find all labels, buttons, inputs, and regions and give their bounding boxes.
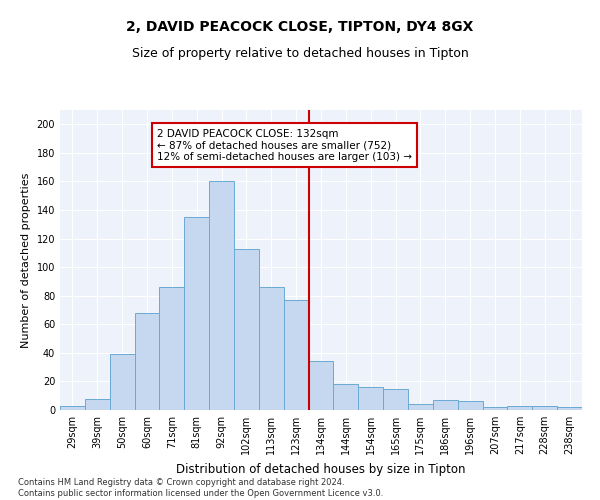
Bar xyxy=(433,400,458,410)
Bar xyxy=(532,406,557,410)
Bar xyxy=(334,384,358,410)
Y-axis label: Number of detached properties: Number of detached properties xyxy=(21,172,31,348)
Bar xyxy=(408,404,433,410)
Bar xyxy=(284,300,308,410)
Text: Size of property relative to detached houses in Tipton: Size of property relative to detached ho… xyxy=(131,48,469,60)
Text: 2, DAVID PEACOCK CLOSE, TIPTON, DY4 8GX: 2, DAVID PEACOCK CLOSE, TIPTON, DY4 8GX xyxy=(127,20,473,34)
Bar xyxy=(184,217,209,410)
Bar xyxy=(60,406,85,410)
Bar xyxy=(482,407,508,410)
Bar xyxy=(209,182,234,410)
Bar xyxy=(134,313,160,410)
Bar xyxy=(234,248,259,410)
Bar xyxy=(508,406,532,410)
Bar xyxy=(160,287,184,410)
X-axis label: Distribution of detached houses by size in Tipton: Distribution of detached houses by size … xyxy=(176,462,466,475)
Bar xyxy=(358,387,383,410)
Bar xyxy=(458,402,482,410)
Text: 2 DAVID PEACOCK CLOSE: 132sqm
← 87% of detached houses are smaller (752)
12% of : 2 DAVID PEACOCK CLOSE: 132sqm ← 87% of d… xyxy=(157,128,412,162)
Bar xyxy=(308,362,334,410)
Text: Contains HM Land Registry data © Crown copyright and database right 2024.
Contai: Contains HM Land Registry data © Crown c… xyxy=(18,478,383,498)
Bar xyxy=(85,398,110,410)
Bar xyxy=(383,388,408,410)
Bar xyxy=(110,354,134,410)
Bar xyxy=(259,287,284,410)
Bar xyxy=(557,407,582,410)
